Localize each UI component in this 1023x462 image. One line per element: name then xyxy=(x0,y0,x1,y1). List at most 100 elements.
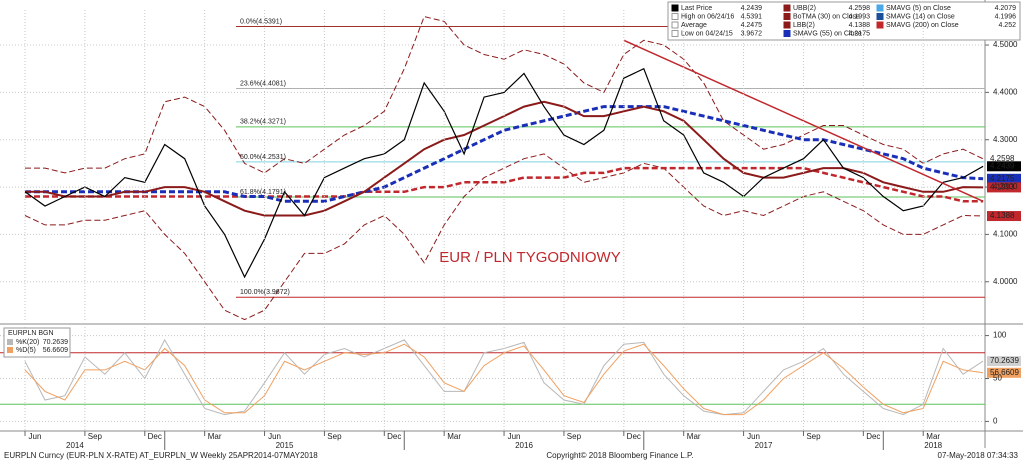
legend-value: 3.9672 xyxy=(741,30,763,37)
y-tick-label: 4.4000 xyxy=(993,87,1018,96)
fib-label: 23.6%(4.4081) xyxy=(240,80,286,87)
legend-swatch xyxy=(876,4,884,12)
x-tick-label: Dec xyxy=(148,432,162,441)
legend-value: 4.2439 xyxy=(741,5,763,12)
y-tick-label: 100 xyxy=(993,331,1007,340)
legend-value: 4.2079 xyxy=(995,5,1017,12)
price-tag-label: 4.2598 xyxy=(990,154,1015,163)
legend-label: Last Price xyxy=(681,5,712,12)
legend-swatch xyxy=(7,347,13,353)
price-tag-label: 4.1388 xyxy=(990,211,1015,220)
x-tick-label: Mar xyxy=(687,432,701,441)
y-tick-label: 0 xyxy=(993,417,998,426)
legend-label: High on 06/24/16 xyxy=(681,13,734,20)
x-tick-label: Jun xyxy=(747,432,760,441)
legend-value: 4.1993 xyxy=(849,13,871,20)
legend-value: 4.1996 xyxy=(995,13,1017,20)
legend-value: 4.2475 xyxy=(741,22,763,29)
year-label: 2016 xyxy=(515,441,533,450)
year-label: 2015 xyxy=(276,441,294,450)
price-tag-label: 56.6609 xyxy=(990,368,1019,377)
price-tag-label: 4.2439 xyxy=(990,161,1015,170)
x-tick-label: Sep xyxy=(567,432,582,441)
x-tick-label: Dec xyxy=(387,432,401,441)
legend-label: BoTMA (30) on Close xyxy=(793,13,860,20)
legend-label: SMAVG (14) on Close xyxy=(886,13,955,20)
year-label: 2018 xyxy=(924,441,942,450)
legend-box xyxy=(3,327,71,358)
price-tag-label: 4.2175 xyxy=(990,174,1015,183)
x-tick-label: Mar xyxy=(447,432,461,441)
series-line xyxy=(25,166,984,203)
price-tag xyxy=(987,367,1021,378)
legend-swatch xyxy=(671,4,679,12)
legend-value: 4.1388 xyxy=(849,22,871,29)
x-tick-label: Jun xyxy=(29,432,42,441)
price-tag xyxy=(987,153,1021,164)
price-tag xyxy=(987,356,1021,367)
legend-label: LBB(2) xyxy=(793,22,815,29)
legend-swatch xyxy=(7,339,13,345)
y-tick-label: 4.5000 xyxy=(993,40,1018,49)
legend-value: 56.6609 xyxy=(43,347,68,354)
legend-label: %K(20) xyxy=(16,339,39,346)
x-tick-label: Dec xyxy=(866,432,880,441)
legend-swatch xyxy=(671,21,679,29)
price-tag xyxy=(987,161,1021,172)
legend-box xyxy=(667,1,1021,41)
fib-label: 100.0%(3.9672) xyxy=(240,289,290,296)
legend-swatch xyxy=(783,21,791,29)
y-tick-label: 50 xyxy=(993,374,1002,383)
x-tick-label: Mar xyxy=(208,432,222,441)
fib-label: 0.0%(4.5391) xyxy=(240,18,282,25)
x-tick-label: Sep xyxy=(806,432,821,441)
x-tick-label: Sep xyxy=(327,432,342,441)
x-tick-label: Sep xyxy=(88,432,103,441)
series-line xyxy=(24,343,984,416)
series-line xyxy=(25,100,984,217)
legend-swatch xyxy=(783,4,791,12)
legend-label: Average xyxy=(681,22,707,29)
legend-swatch xyxy=(671,30,679,37)
y-tick-label: 4.3000 xyxy=(993,135,1018,144)
year-label: 2017 xyxy=(755,441,773,450)
legend-swatch xyxy=(671,13,679,20)
legend-swatch xyxy=(783,13,791,20)
legend-value: 70.2639 xyxy=(43,339,68,346)
legend-value: 4.5391 xyxy=(741,13,763,20)
x-tick-label: Mar xyxy=(926,432,940,441)
annotation: EUR / PLN TYGODNIOWY xyxy=(439,249,620,266)
legend-value: 4.2175 xyxy=(849,30,871,37)
price-tag xyxy=(987,173,1021,184)
y-tick-label: 4.0000 xyxy=(993,277,1018,286)
series-line xyxy=(24,153,984,321)
legend-label: SMAVG (200) on Close xyxy=(886,22,959,29)
legend-value: 4.252 xyxy=(998,22,1016,29)
price-tag xyxy=(987,182,1021,193)
footer-center: Copyright© 2018 Bloomberg Finance L.P. xyxy=(546,451,693,460)
fib-label: 38.2%(4.3271) xyxy=(240,119,286,126)
year-label: 2014 xyxy=(66,441,84,450)
legend-title: EURPLN BGN xyxy=(8,330,54,337)
legend-label: %D(5) xyxy=(16,347,36,354)
legend-label: Low on 04/24/15 xyxy=(681,30,733,37)
legend-swatch xyxy=(876,21,884,29)
legend-swatch xyxy=(783,30,791,37)
price-tag-label: 4.1993 xyxy=(990,183,1015,192)
x-tick-label: Dec xyxy=(627,432,641,441)
legend-label: UBB(2) xyxy=(793,5,816,12)
footer-right: 07-May-2018 07:34:33 xyxy=(938,451,1019,460)
legend-label: SMAVG (5) on Close xyxy=(886,5,951,12)
price-tag-label: 70.2639 xyxy=(990,356,1019,365)
x-tick-label: Jun xyxy=(268,432,281,441)
series-line xyxy=(25,16,984,174)
price-tag xyxy=(987,211,1021,222)
legend-value: 4.2598 xyxy=(849,5,871,12)
footer-left: EURPLN Curncy (EUR-PLN X-RATE) AT_EURPLN… xyxy=(4,451,318,460)
legend-label: SMAVG (55) on Close xyxy=(793,30,862,37)
y-tick-label: 4.2000 xyxy=(993,182,1018,191)
legend-swatch xyxy=(876,13,884,20)
y-tick-label: 4.1000 xyxy=(993,230,1018,239)
